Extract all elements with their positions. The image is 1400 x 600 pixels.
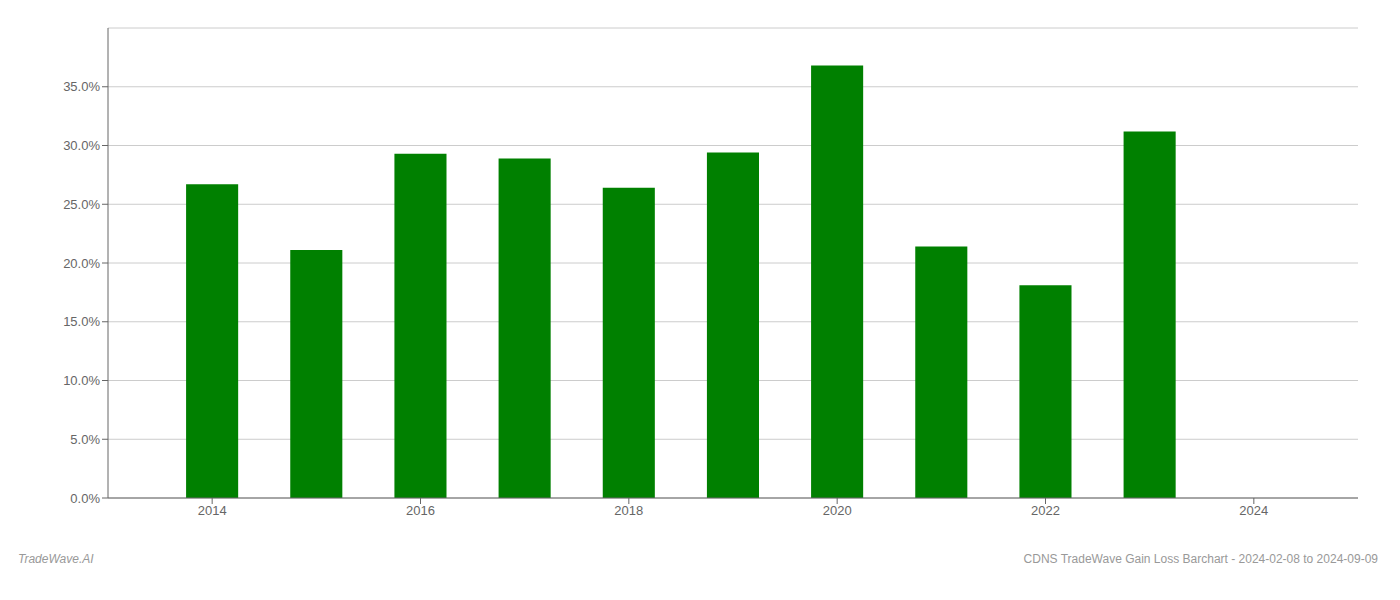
svg-text:25.0%: 25.0% [63,197,100,212]
svg-text:20.0%: 20.0% [63,256,100,271]
html-text:CDNS TradeWave Gain Loss Barch: CDNS TradeWave Gain Loss Barchart - 2024… [1023,552,1378,566]
svg-text:2024: 2024 [1239,503,1268,518]
svg-text:2014: 2014 [198,503,227,518]
svg-text:10.0%: 10.0% [63,373,100,388]
svg-text:35.0%: 35.0% [63,79,100,94]
svg-text:0.0%: 0.0% [70,491,100,506]
svg-text:2020: 2020 [823,503,852,518]
svg-text:30.0%: 30.0% [63,138,100,153]
svg-text:2016: 2016 [406,503,435,518]
svg-text:2022: 2022 [1031,503,1060,518]
html-text:TradeWave.AI: TradeWave.AI [18,552,94,566]
svg-text:15.0%: 15.0% [63,314,100,329]
svg-text:2018: 2018 [614,503,643,518]
svg-text:5.0%: 5.0% [70,432,100,447]
